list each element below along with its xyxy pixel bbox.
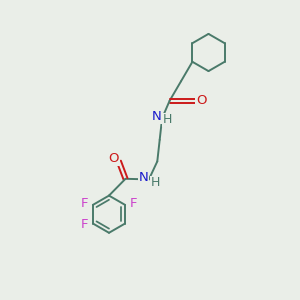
Text: F: F: [81, 218, 88, 231]
Text: H: H: [151, 176, 160, 190]
Text: N: N: [139, 171, 148, 184]
Text: F: F: [130, 197, 137, 210]
Text: H: H: [163, 113, 172, 126]
Text: O: O: [109, 152, 119, 166]
Text: O: O: [196, 94, 206, 107]
Text: N: N: [152, 110, 162, 123]
Text: F: F: [81, 197, 88, 210]
